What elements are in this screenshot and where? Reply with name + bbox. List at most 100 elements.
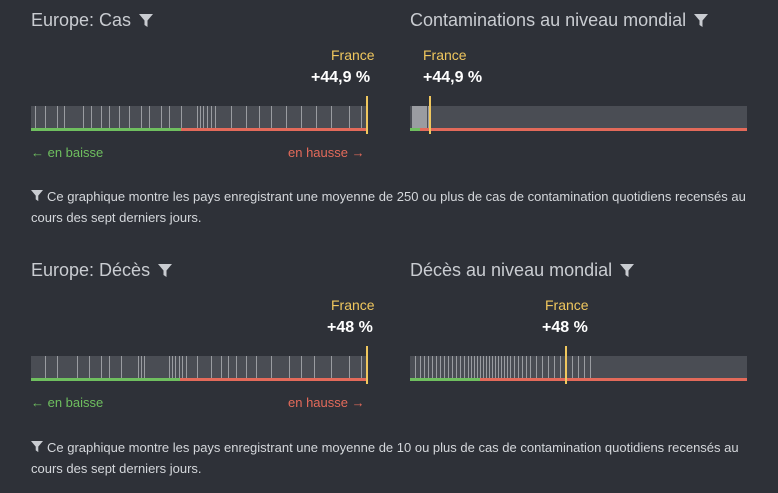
country-tick: [256, 356, 257, 378]
filter-funnel-icon[interactable]: [139, 13, 154, 28]
country-tick: [101, 106, 102, 128]
country-tick: [413, 106, 414, 128]
filter-funnel-icon[interactable]: [694, 13, 709, 28]
filter-funnel-icon[interactable]: [620, 263, 635, 278]
europe-cases-increase-bar: [181, 128, 367, 131]
country-tick: [186, 356, 187, 378]
country-tick: [316, 106, 317, 128]
country-tick: [507, 356, 508, 378]
europe-deaths-increase-bar: [180, 378, 367, 381]
country-tick: [584, 356, 585, 378]
country-tick: [428, 106, 429, 128]
world-deaths-france-value: +48 %: [542, 319, 588, 336]
world-cases-increase-bar: [420, 128, 747, 131]
country-tick: [464, 356, 465, 378]
country-tick: [89, 356, 90, 378]
country-tick: [548, 356, 549, 378]
country-tick: [91, 106, 92, 128]
country-tick: [560, 356, 561, 378]
country-tick: [211, 106, 212, 128]
europe-cases-france-value: +44,9 %: [311, 69, 371, 86]
country-tick: [423, 106, 424, 128]
country-tick: [57, 356, 58, 378]
country-tick: [301, 106, 302, 128]
world-deaths-increase-bar: [480, 378, 747, 381]
country-tick: [181, 106, 182, 128]
country-tick: [477, 356, 478, 378]
world-cases-france-marker: [429, 96, 431, 134]
europe-cases-france-label: France: [331, 47, 375, 63]
country-tick: [169, 356, 170, 378]
country-tick: [289, 356, 290, 378]
country-tick: [590, 356, 591, 378]
country-tick: [200, 106, 201, 128]
country-tick: [236, 356, 237, 378]
country-tick: [522, 356, 523, 378]
country-tick: [271, 106, 272, 128]
country-tick: [119, 106, 120, 128]
country-tick: [572, 356, 573, 378]
europe-cases-strip: [31, 106, 367, 128]
country-tick: [182, 356, 183, 378]
europe-deaths-france-label: France: [331, 297, 375, 313]
country-tick: [436, 356, 437, 378]
country-tick: [578, 356, 579, 378]
country-tick: [420, 356, 421, 378]
country-tick: [172, 356, 173, 378]
country-tick: [45, 356, 46, 378]
country-tick: [129, 106, 130, 128]
country-tick: [452, 356, 453, 378]
world-cases-decrease-bar: [410, 128, 420, 131]
country-tick: [489, 356, 490, 378]
country-tick: [197, 356, 198, 378]
country-tick: [149, 106, 150, 128]
europe-cases-increase-label: en hausse →: [288, 145, 365, 160]
country-tick: [424, 356, 425, 378]
europe-deaths-france-marker: [366, 346, 368, 384]
country-tick: [169, 106, 170, 128]
country-tick: [331, 356, 332, 378]
country-tick: [425, 106, 426, 128]
country-tick: [259, 106, 260, 128]
europe-cases-title: Europe: Cas: [31, 10, 154, 31]
world-cases-title: Contaminations au niveau mondial: [410, 10, 709, 31]
country-tick: [419, 106, 420, 128]
country-tick: [536, 356, 537, 378]
world-deaths-france-marker: [565, 346, 567, 384]
country-tick: [35, 106, 36, 128]
country-tick: [421, 106, 422, 128]
country-tick: [554, 356, 555, 378]
country-tick: [141, 356, 142, 378]
country-tick: [175, 356, 176, 378]
country-tick: [179, 356, 180, 378]
country-tick: [286, 106, 287, 128]
country-tick: [492, 356, 493, 378]
country-tick: [444, 356, 445, 378]
world-cases-strip: [410, 106, 747, 128]
country-tick: [203, 106, 204, 128]
country-tick: [211, 356, 212, 378]
europe-cases-france-marker: [366, 96, 368, 134]
country-tick: [514, 356, 515, 378]
world-cases-france-value: +44,9 %: [423, 69, 483, 86]
country-tick: [141, 106, 142, 128]
country-tick: [361, 106, 362, 128]
country-tick: [349, 106, 350, 128]
country-tick: [480, 356, 481, 378]
cases-footnote: Ce graphique montre les pays enregistran…: [31, 189, 746, 225]
europe-cases-decrease-label: ← en baisse: [31, 145, 104, 160]
country-tick: [412, 106, 413, 128]
country-tick: [422, 106, 423, 128]
world-deaths-strip: [410, 356, 747, 378]
country-tick: [109, 356, 110, 378]
country-tick: [468, 356, 469, 378]
country-tick: [197, 106, 198, 128]
country-tick: [415, 106, 416, 128]
country-tick: [460, 356, 461, 378]
europe-deaths-decrease-bar: [31, 378, 180, 381]
europe-deaths-decrease-label: ← en baisse: [31, 395, 104, 410]
country-tick: [416, 106, 417, 128]
country-tick: [121, 356, 122, 378]
country-tick: [542, 356, 543, 378]
filter-funnel-icon[interactable]: [158, 263, 173, 278]
